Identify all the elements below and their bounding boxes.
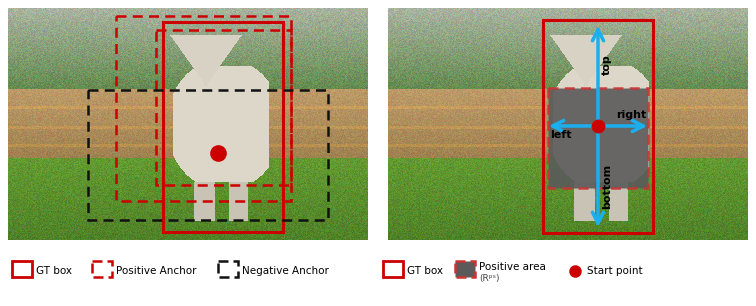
Text: bottom: bottom [602,163,612,209]
Bar [88,90,328,220]
Bar [116,16,291,201]
Bar [12,261,32,277]
Text: top: top [602,55,612,75]
Bar [218,261,238,277]
Text: Positive area: Positive area [479,262,546,272]
Bar [378,242,756,306]
Text: Negative Anchor: Negative Anchor [242,266,329,276]
Text: CSDN @Aedream同学: CSDN @Aedream同学 [680,290,755,300]
Text: (Rᵖˢ): (Rᵖˢ) [479,274,500,283]
Bar [455,261,475,277]
Bar [156,30,291,185]
Text: GT box: GT box [407,266,443,276]
Text: right: right [616,110,646,120]
Text: left: left [550,130,572,140]
Bar [383,261,403,277]
Text: GT box: GT box [36,266,72,276]
Text: Positive Anchor: Positive Anchor [116,266,197,276]
Bar [548,88,648,188]
Bar [92,261,112,277]
Bar [543,20,653,233]
Text: Start point: Start point [587,266,643,276]
Bar [0,242,378,306]
Bar [163,22,283,232]
